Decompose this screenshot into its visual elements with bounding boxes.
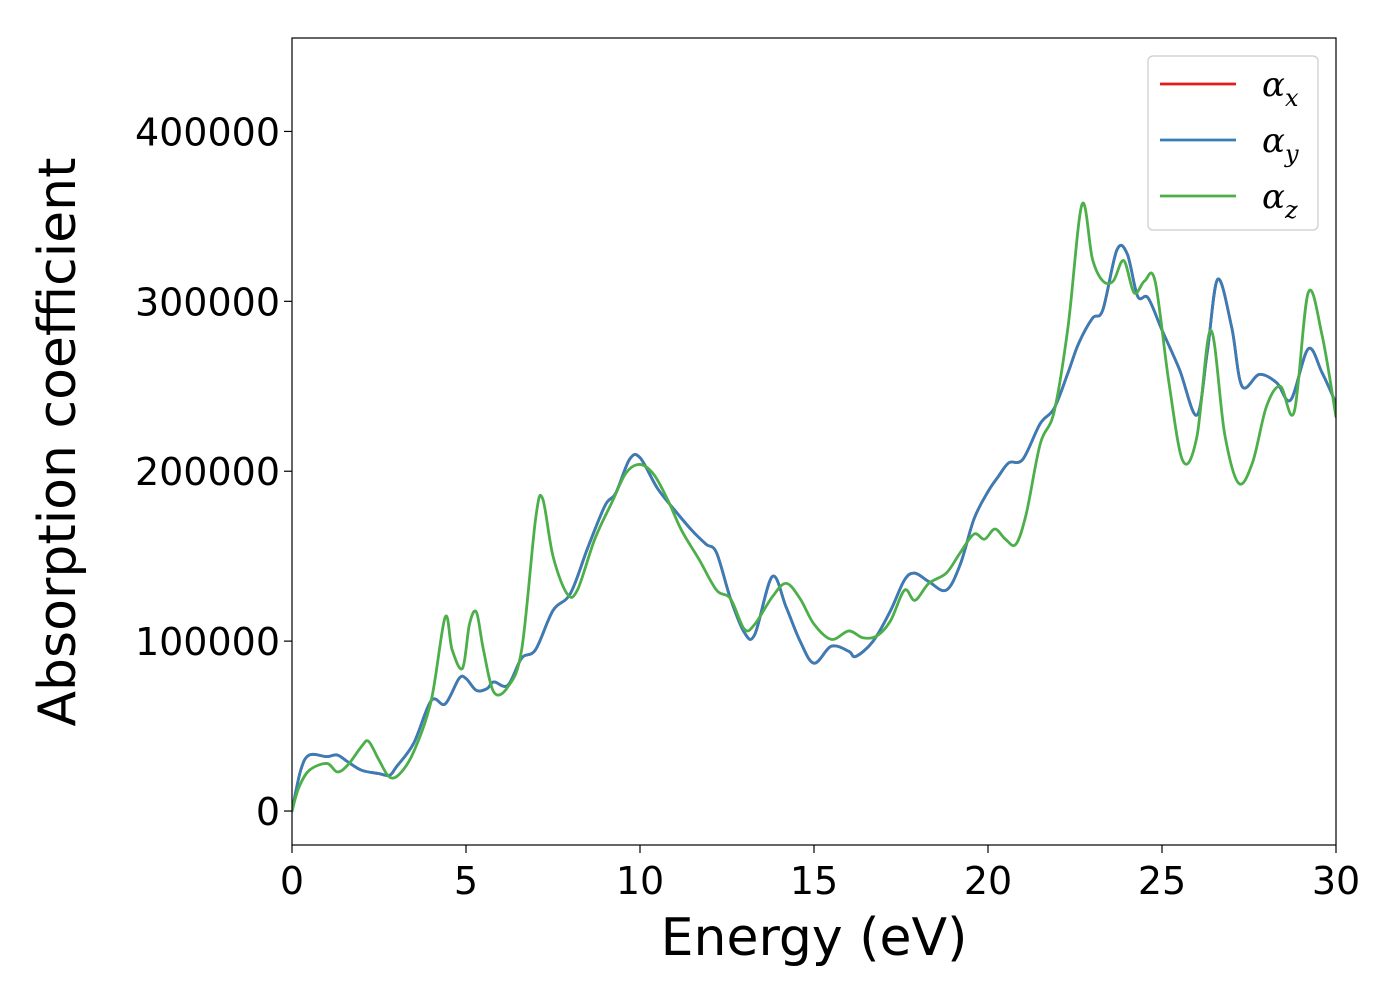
y-tick-label: 300000	[135, 280, 280, 324]
axis-ticks: 0 5 10 15 20 25 30 0 100000 200000 300000 400000	[135, 110, 1360, 903]
x-axis-title: Energy (eV)	[661, 908, 968, 968]
x-tick-label: 20	[964, 859, 1012, 903]
x-tick-label: 5	[454, 859, 478, 903]
y-tick-label: 0	[256, 790, 280, 834]
legend-box	[1147, 55, 1319, 231]
y-tick-label: 100000	[135, 620, 280, 664]
y-axis-title: Absorption coefficient	[28, 157, 88, 726]
series-line-y	[292, 243, 1336, 813]
x-tick-label: 25	[1138, 859, 1186, 903]
legend-label-x: αx	[1262, 65, 1299, 112]
series-line-z	[292, 201, 1336, 813]
legend-label-z: αz	[1262, 177, 1298, 224]
series-layer	[292, 201, 1336, 813]
x-tick-label: 15	[790, 859, 838, 903]
x-tick-label: 30	[1312, 859, 1360, 903]
x-tick-label: 0	[280, 859, 304, 903]
y-tick-label: 400000	[135, 110, 280, 154]
x-tick-label: 10	[616, 859, 664, 903]
y-tick-label: 200000	[135, 450, 280, 494]
legend-label-y: αy	[1262, 121, 1299, 168]
legend: αx αy αz	[1147, 55, 1319, 231]
